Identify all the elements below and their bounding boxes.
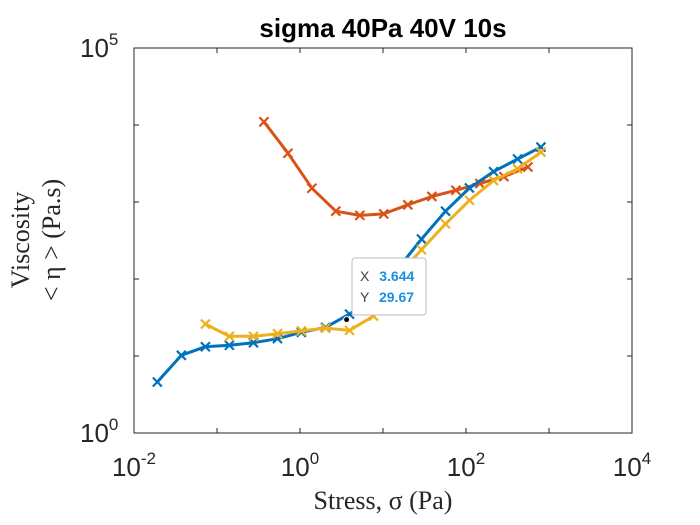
x-tick-label: 102 [447,449,485,482]
y-axis-label-line2: < η > (Pa.s) [37,179,66,301]
data-point [402,199,414,211]
data-point [258,116,270,128]
datatip-x-label: X [360,268,370,284]
chart-title: sigma 40Pa 40V 10s [259,13,506,43]
datatip-x-value: 3.644 [379,268,414,284]
data-point [200,318,211,330]
data-point [535,146,547,158]
data-point [282,147,294,159]
data-point [464,182,475,194]
x-tick-label: 104 [613,449,651,482]
data-point [416,233,427,245]
data-point [378,208,389,220]
data-point [200,341,211,352]
x-axis-label: Stress, σ (Pa) [314,486,453,515]
data-point [440,218,451,230]
data-point [488,166,499,177]
data-point [320,322,331,334]
series-line [262,120,529,217]
data-point [512,163,523,175]
datatip-box [351,257,427,316]
svg-text:Y 29.67: Y 29.67 [360,289,414,305]
x-tick-label: 10-2 [112,449,156,482]
x-tick-label: 100 [281,449,319,482]
y-axis-label-line1: Viscosity [6,192,35,289]
series-layer [152,116,547,388]
data-point [152,376,163,388]
data-point [450,184,462,196]
datatip-marker[interactable] [343,316,351,324]
data-point [488,175,499,186]
data-point [344,325,355,336]
data-point [330,205,342,217]
data-point [416,244,427,256]
data-point [306,182,318,194]
plot-area [134,48,632,433]
datatip-y-label: Y [360,289,370,305]
data-point [176,350,187,361]
data-point [272,328,283,339]
svg-text:X 3.644: X 3.644 [360,268,414,284]
y-tick-label: 100 [80,415,118,448]
series-3 [200,146,547,342]
data-point [512,153,523,165]
data-point [426,191,438,202]
data-point [464,195,475,206]
data-point [224,339,235,351]
data-point [354,210,366,221]
y-tick-label: 105 [80,30,118,63]
data-point [224,331,235,342]
data-point [248,331,259,342]
datatip-y-value: 29.67 [379,289,414,305]
data-point [296,325,307,337]
data-point [440,205,451,217]
datatip[interactable]: X 3.644 Y 29.67 [343,257,427,324]
axes-box [133,47,633,434]
